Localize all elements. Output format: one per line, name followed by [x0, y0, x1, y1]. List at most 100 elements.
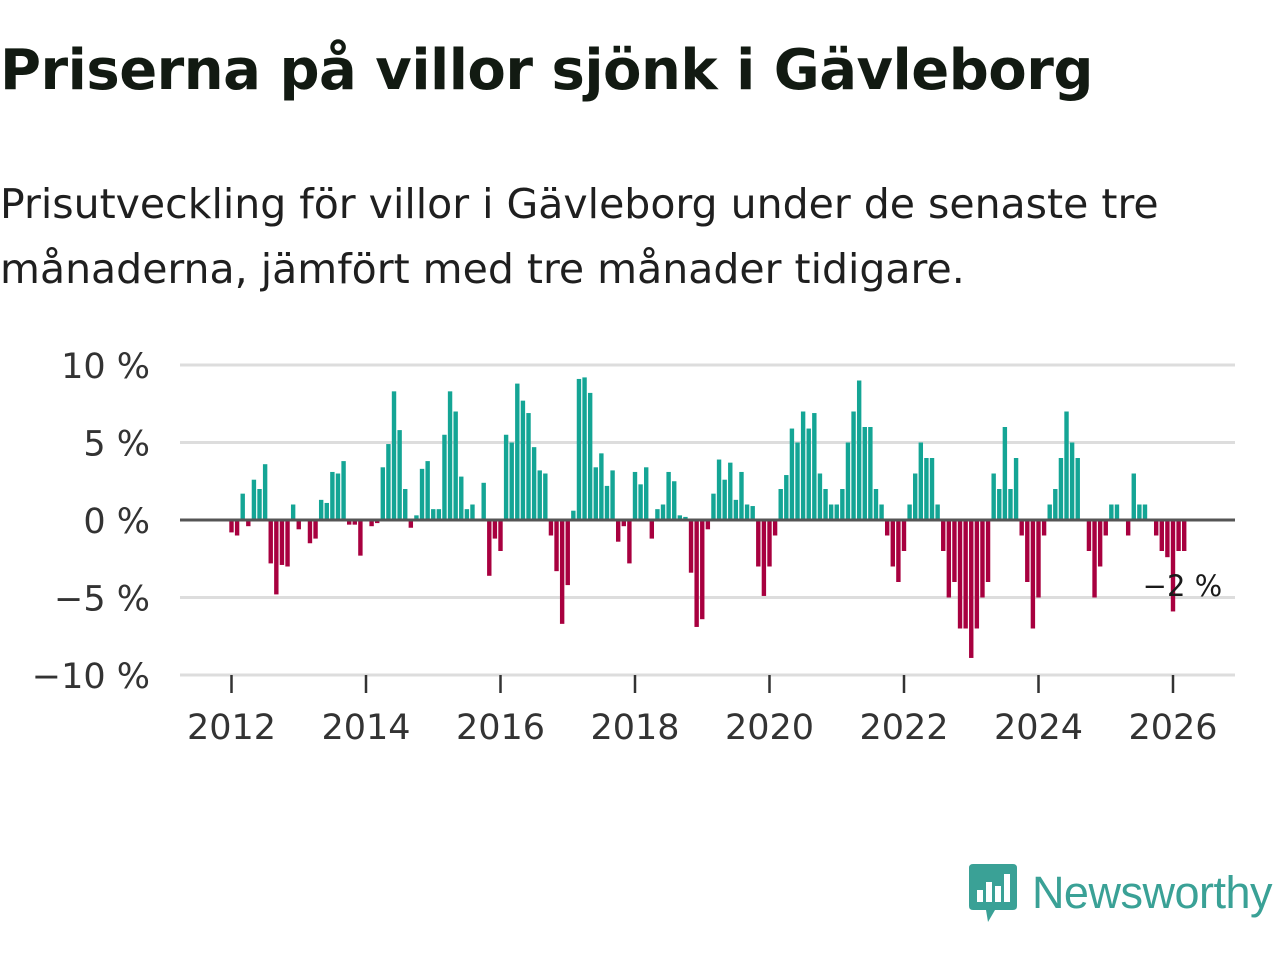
- bar: [873, 489, 879, 520]
- bar: [1019, 520, 1024, 536]
- bar: [436, 509, 442, 520]
- bar: [526, 413, 531, 520]
- y-tick-label: 0 %: [83, 502, 150, 542]
- bar: [941, 520, 946, 551]
- bar: [397, 430, 402, 520]
- bar: [386, 444, 391, 520]
- bar: [1008, 489, 1013, 520]
- bar: [845, 442, 851, 520]
- bar: [290, 504, 296, 520]
- bar: [520, 400, 526, 520]
- bar: [761, 520, 767, 596]
- bar: [279, 520, 285, 565]
- bar: [744, 504, 750, 520]
- bar: [587, 392, 593, 520]
- chart-title: Priserna på villor sjönk i Gävleborg: [0, 38, 1093, 103]
- bar: [935, 504, 940, 520]
- bar: [1047, 504, 1052, 520]
- x-tick-label: 2012: [187, 708, 276, 748]
- bar: [694, 520, 699, 627]
- bar: [324, 502, 329, 520]
- x-tick-label: 2014: [321, 708, 410, 748]
- bar: [756, 520, 761, 567]
- bar: [677, 515, 683, 520]
- bar: [537, 470, 542, 520]
- bar: [543, 473, 548, 520]
- bar: [346, 520, 352, 525]
- y-tick-label: −5 %: [54, 580, 150, 620]
- bar: [1159, 520, 1164, 551]
- bar: [1125, 520, 1131, 536]
- bar: [531, 447, 537, 520]
- bar: [997, 489, 1002, 520]
- bar: [716, 459, 722, 520]
- bar: [1109, 504, 1114, 520]
- bar: [985, 520, 991, 582]
- bar: [778, 489, 783, 520]
- bar: [856, 380, 862, 520]
- bar: [313, 520, 318, 539]
- bar: [632, 471, 638, 520]
- bar: [750, 506, 755, 520]
- bar: [453, 411, 458, 520]
- bar: [1030, 520, 1036, 629]
- x-axis: 2012 2014 2016 2018 2020 2022 2024 2026: [180, 673, 1235, 748]
- bar: [414, 515, 419, 520]
- y-axis: 10 % 5 % 0 % −5 % −10 %: [32, 347, 150, 697]
- x-tick-label: 2016: [456, 708, 545, 748]
- bar: [262, 464, 268, 520]
- bar: [380, 467, 386, 520]
- bar: [1131, 473, 1136, 520]
- bar: [907, 504, 912, 520]
- chart-subtitle: Prisutveckling för villor i Gävleborg un…: [0, 180, 1159, 293]
- bar: [375, 520, 380, 524]
- bar: [1053, 489, 1058, 520]
- bar: [257, 489, 262, 520]
- bar: [772, 520, 778, 536]
- bar: [1170, 520, 1176, 612]
- bar: [442, 434, 447, 520]
- x-tick-label: 2024: [994, 708, 1083, 748]
- bar: [571, 510, 576, 520]
- bar: [739, 471, 744, 520]
- x-tick-label: 2022: [859, 708, 948, 748]
- bar: [660, 504, 666, 520]
- bar: [627, 520, 632, 564]
- bar: [969, 520, 974, 658]
- bar: [666, 471, 671, 520]
- bar: [307, 520, 313, 544]
- bar: [918, 442, 924, 520]
- bar: [296, 520, 301, 530]
- bar: [638, 484, 643, 520]
- bar: [789, 428, 795, 520]
- bar: [1114, 504, 1120, 520]
- bar: [929, 458, 935, 520]
- bar: [492, 520, 498, 539]
- bar: [957, 520, 963, 629]
- bar: [419, 468, 425, 520]
- bar: [946, 520, 952, 598]
- bar: [1075, 458, 1080, 520]
- bar: [733, 499, 739, 520]
- bar: [515, 383, 520, 520]
- bar: [509, 442, 514, 520]
- bar: [868, 427, 873, 520]
- bar: [1013, 458, 1019, 520]
- bars: [229, 377, 1187, 658]
- bar: [896, 520, 901, 582]
- bar: [268, 520, 273, 564]
- bar: [1103, 520, 1108, 536]
- bar: [285, 520, 290, 567]
- bar: [464, 509, 470, 520]
- y-tick-label: −10 %: [32, 657, 150, 697]
- bar: [688, 520, 694, 573]
- bar: [991, 473, 996, 520]
- brand-name: Newsworthy: [1031, 867, 1273, 918]
- bar: [862, 427, 867, 520]
- bar: [576, 378, 582, 520]
- bar: [1097, 520, 1103, 567]
- newsworthy-logo: Newsworthy: [968, 862, 1273, 924]
- bar: [795, 442, 800, 520]
- bar: [980, 520, 985, 598]
- bar: [330, 471, 335, 520]
